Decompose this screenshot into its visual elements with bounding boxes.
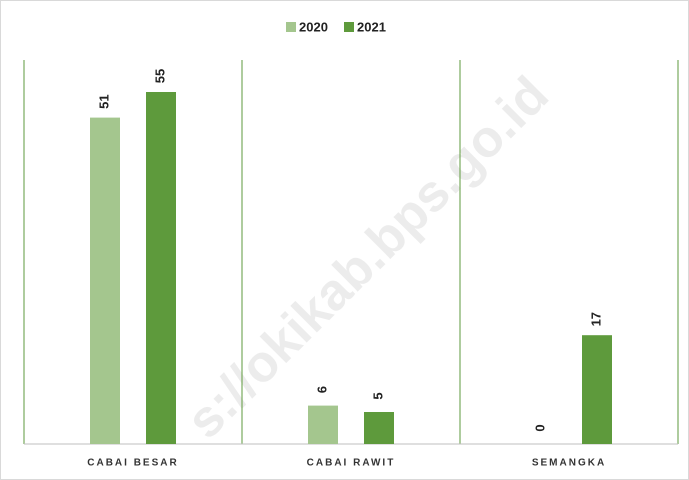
data-label: 51 [96, 94, 111, 108]
data-label: 6 [314, 386, 329, 393]
data-label: 17 [588, 312, 603, 326]
bar [582, 335, 612, 444]
x-tick-label: CABAI RAWIT [307, 458, 396, 469]
x-tick-label: SEMANGKA [532, 458, 606, 469]
data-label: 5 [370, 392, 385, 399]
data-label: 0 [532, 424, 547, 431]
data-label: 55 [152, 69, 167, 83]
bar [90, 117, 120, 444]
bar [146, 92, 176, 444]
legend-label: 2020 [299, 19, 328, 34]
x-tick-label: CABAI BESAR [87, 458, 178, 469]
legend-swatch [286, 22, 296, 32]
legend-swatch [344, 22, 354, 32]
bar [308, 405, 338, 444]
legend-label: 2021 [357, 19, 386, 34]
bar [364, 412, 394, 444]
